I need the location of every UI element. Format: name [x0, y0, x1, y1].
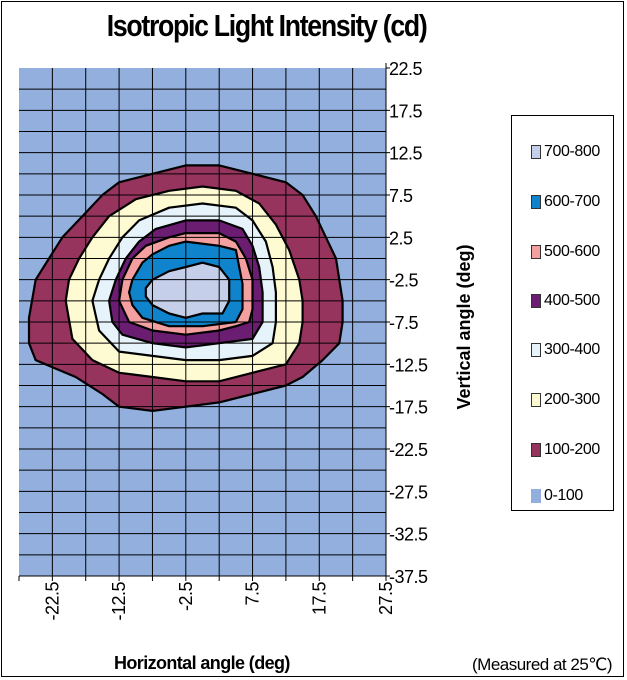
y-tick-label: -2.5	[389, 271, 419, 291]
x-tick-label: -22.5	[42, 582, 62, 621]
legend-label: 200-300	[544, 391, 600, 408]
grid-layer	[19, 68, 386, 576]
x-tick-label: -2.5	[176, 582, 196, 612]
legend-item: 200-300	[531, 390, 600, 410]
legend-label: 500-600	[544, 243, 600, 260]
y-tick-label: -22.5	[389, 440, 428, 460]
y-tick-label: 22.5	[389, 59, 423, 79]
legend-label: 700-800	[544, 143, 600, 160]
legend-label: 0-100	[544, 487, 583, 504]
legend-label: 600-700	[544, 193, 600, 210]
legend-swatch	[531, 393, 541, 407]
measurement-note: (Measured at 25℃)	[472, 655, 613, 674]
legend-item: 700-800	[531, 142, 600, 162]
legend-swatch	[531, 145, 541, 159]
x-tick-label: -12.5	[109, 582, 129, 621]
legend-item: 500-600	[531, 242, 600, 262]
x-tick-label: 17.5	[309, 582, 329, 616]
chart-title: Isotropic Light Intensity (cd)	[106, 8, 428, 43]
legend-label: 400-500	[544, 292, 600, 309]
y-tick-label: -32.5	[389, 525, 428, 545]
y-tick-label: -37.5	[389, 567, 428, 587]
legend-item: 400-500	[531, 291, 600, 311]
y-tick-label: 2.5	[389, 228, 413, 248]
y-tick-label: 7.5	[389, 186, 413, 206]
y-axis-label: Vertical angle (deg)	[454, 244, 474, 409]
legend-item: 600-700	[531, 192, 600, 212]
legend-swatch	[531, 489, 541, 503]
y-tick-label: 12.5	[389, 144, 423, 164]
legend: 700-800 600-700 500-600 400-500 300-400 200-3…	[511, 115, 614, 511]
y-tick-label: -7.5	[389, 313, 419, 333]
legend-item: 100-200	[531, 440, 600, 460]
y-tick-label: 17.5	[389, 101, 423, 121]
x-tick-label: 27.5	[376, 582, 396, 616]
y-tick-label: -17.5	[389, 398, 428, 418]
x-tick-label: 7.5	[243, 582, 263, 606]
legend-label: 300-400	[544, 341, 600, 358]
legend-swatch	[531, 443, 541, 457]
axis-layer: 22.5 17.5 12.5 7.5 2.5 -2.5 -7.5 -12.5 -17.5 -22.…	[18, 59, 429, 621]
legend-label: 100-200	[544, 441, 600, 458]
legend-swatch	[531, 245, 541, 259]
legend-item: 0-100	[531, 486, 583, 506]
legend-swatch	[531, 195, 541, 209]
legend-swatch	[531, 343, 541, 357]
y-tick-label: -12.5	[389, 355, 428, 375]
x-axis-label: Horizontal angle (deg)	[114, 653, 290, 673]
legend-item: 300-400	[531, 340, 600, 360]
legend-swatch	[531, 294, 541, 308]
y-tick-label: -27.5	[389, 482, 428, 502]
